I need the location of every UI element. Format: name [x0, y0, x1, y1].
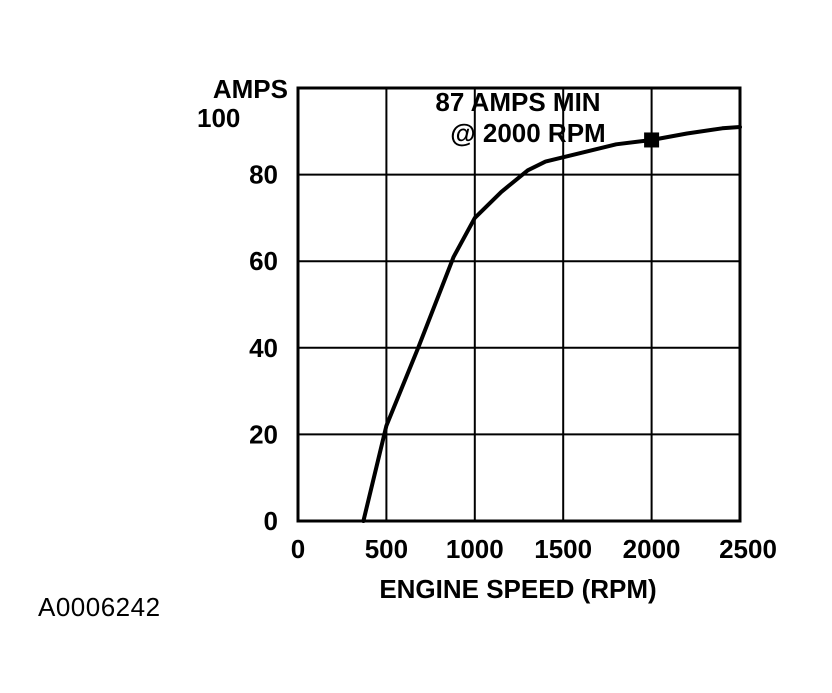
x-tick-1500: 1500: [534, 534, 592, 564]
x-tick-500: 500: [365, 534, 408, 564]
x-tick-2500: 2500: [719, 534, 777, 564]
y-tick-40: 40: [249, 333, 278, 363]
annotation-line-1: 87 AMPS MIN: [435, 87, 600, 117]
plot-frame: [296, 86, 742, 523]
y-tick-0: 0: [264, 506, 278, 536]
y-tick-60: 60: [249, 246, 278, 276]
annotation-marker-0: [644, 132, 660, 148]
x-tick-1000: 1000: [446, 534, 504, 564]
y-tick-20: 20: [249, 419, 278, 449]
x-axis-label: ENGINE SPEED (RPM): [379, 574, 656, 604]
y-tick-100: 100: [197, 103, 240, 133]
annotation-line-2: @ 2000 RPM: [450, 118, 605, 148]
y-tick-80: 80: [249, 160, 278, 190]
x-tick-2000: 2000: [623, 534, 681, 564]
y-tick-labels: 0 20 40 60 80 100: [197, 103, 278, 536]
y-axis-label: AMPS: [213, 74, 288, 104]
series-line-0: [361, 125, 742, 523]
curve-layer: [361, 125, 742, 523]
x-tick-0: 0: [291, 534, 305, 564]
x-tick-labels: 0 500 1000 1500 2000 2500: [291, 534, 777, 564]
figure-id: A0006242: [38, 592, 161, 622]
chart-grid: [298, 88, 740, 521]
